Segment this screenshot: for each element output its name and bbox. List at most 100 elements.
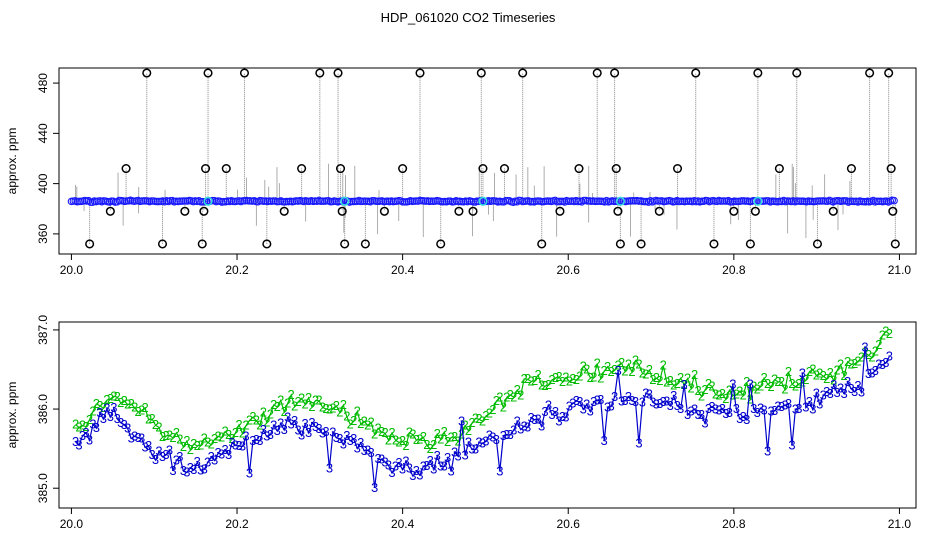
series-point: 3: [687, 404, 694, 419]
series-point: 2: [566, 373, 573, 388]
series-point: 3: [733, 401, 740, 416]
series-2: 2222222222222222222222222222222222222222…: [72, 323, 893, 457]
series-point: 2: [722, 391, 729, 406]
cyan-point: [753, 196, 763, 206]
series-point: 2: [281, 404, 288, 419]
series-point: 2: [135, 404, 142, 419]
series-point: 3: [201, 462, 208, 477]
series-point: 3: [315, 421, 322, 436]
series-point: 2: [604, 359, 611, 374]
outlier-point: [753, 68, 763, 78]
series-point: 2: [465, 423, 472, 438]
series-point: 3: [608, 399, 615, 414]
series-point: 2: [385, 432, 392, 447]
outlier-point: [654, 206, 664, 216]
series-point: 2: [632, 353, 639, 368]
series-point: 2: [656, 373, 663, 388]
series-point: 3: [834, 385, 841, 400]
series-point: 3: [319, 426, 326, 441]
series-point: 3: [256, 433, 263, 448]
series-point: 3: [701, 415, 708, 430]
series-point: 2: [298, 390, 305, 405]
series-point: 2: [597, 371, 604, 386]
series-point: 2: [194, 438, 201, 453]
series-point: 3: [204, 455, 211, 470]
series-point: 3: [788, 438, 795, 453]
series-point: 3: [89, 416, 96, 431]
series-point: 2: [333, 398, 340, 413]
series-point: 2: [444, 434, 451, 449]
series-point: 3: [621, 393, 628, 408]
series-point: 2: [173, 425, 180, 440]
series-point: 2: [573, 372, 580, 387]
series-point: 2: [555, 369, 562, 384]
series-point: 2: [409, 427, 416, 442]
series-point: 2: [350, 413, 357, 428]
series-point: 2: [608, 364, 615, 379]
series-point: 3: [180, 463, 187, 478]
series-point: 3: [531, 412, 538, 427]
outlier-point: [197, 239, 207, 249]
series-point: 3: [708, 399, 715, 414]
series-point: 2: [795, 376, 802, 391]
outlier-point: [203, 68, 213, 78]
series-point: 2: [107, 391, 114, 406]
series-point: 3: [722, 406, 729, 421]
series-point: 3: [357, 435, 364, 450]
series-point: 2: [89, 404, 96, 419]
series-line: [75, 347, 890, 488]
x-tick-label: 20.4: [391, 263, 415, 277]
series-point: 2: [761, 370, 768, 385]
outlier-point: [436, 239, 446, 249]
series-point: 2: [503, 389, 510, 404]
series-point: 2: [138, 403, 145, 418]
series-point: 3: [841, 386, 848, 401]
series-point: 3: [169, 463, 176, 478]
series-point: 2: [580, 358, 587, 373]
outlier-point: [610, 68, 620, 78]
series-point: 2: [395, 434, 402, 449]
series-point: 3: [124, 421, 131, 436]
series-point: 3: [806, 394, 813, 409]
series-point: 3: [764, 443, 771, 458]
series-point: 3: [767, 403, 774, 418]
series-point: 2: [288, 387, 295, 402]
series-point: 3: [816, 397, 823, 412]
series-point: 3: [368, 445, 375, 460]
series-point: 3: [399, 462, 406, 477]
series-point: 3: [583, 397, 590, 412]
series-point: 2: [204, 434, 211, 449]
series-point: 2: [674, 376, 681, 391]
series-point: 3: [503, 427, 510, 442]
series-point: 2: [375, 420, 382, 435]
panel-top: approx. ppm 20.0 20.2 20.4 20.6 20.8 21.0 360 4…: [5, 67, 917, 277]
series-point: 3: [510, 422, 517, 437]
series-point: 2: [354, 403, 361, 418]
series-point: 2: [284, 395, 291, 410]
series-point: 3: [249, 433, 256, 448]
series-point: 2: [639, 365, 646, 380]
series-point: 3: [183, 464, 190, 479]
series-point: 2: [548, 372, 555, 387]
outlier-point: [518, 68, 528, 78]
series-point: 2: [364, 417, 371, 432]
series-point: 3: [221, 442, 228, 457]
series-point: 2: [458, 427, 465, 442]
series-point: 2: [493, 393, 500, 408]
series-point: 3: [785, 396, 792, 411]
baseline-point: [84, 196, 93, 205]
outlier-point: [468, 206, 478, 216]
series-point: 2: [326, 401, 333, 416]
series-point: 3: [694, 407, 701, 422]
series-point: 3: [569, 395, 576, 410]
series-point: 3: [830, 377, 837, 392]
series-point: 2: [684, 371, 691, 386]
series-point: 2: [496, 389, 503, 404]
outlier-point: [379, 206, 389, 216]
series-point: 2: [841, 368, 848, 383]
series-point: 3: [670, 388, 677, 403]
series-point: 2: [430, 437, 437, 452]
series-point: 3: [774, 398, 781, 413]
series-point: 2: [813, 367, 820, 382]
series-point: 3: [451, 444, 458, 459]
